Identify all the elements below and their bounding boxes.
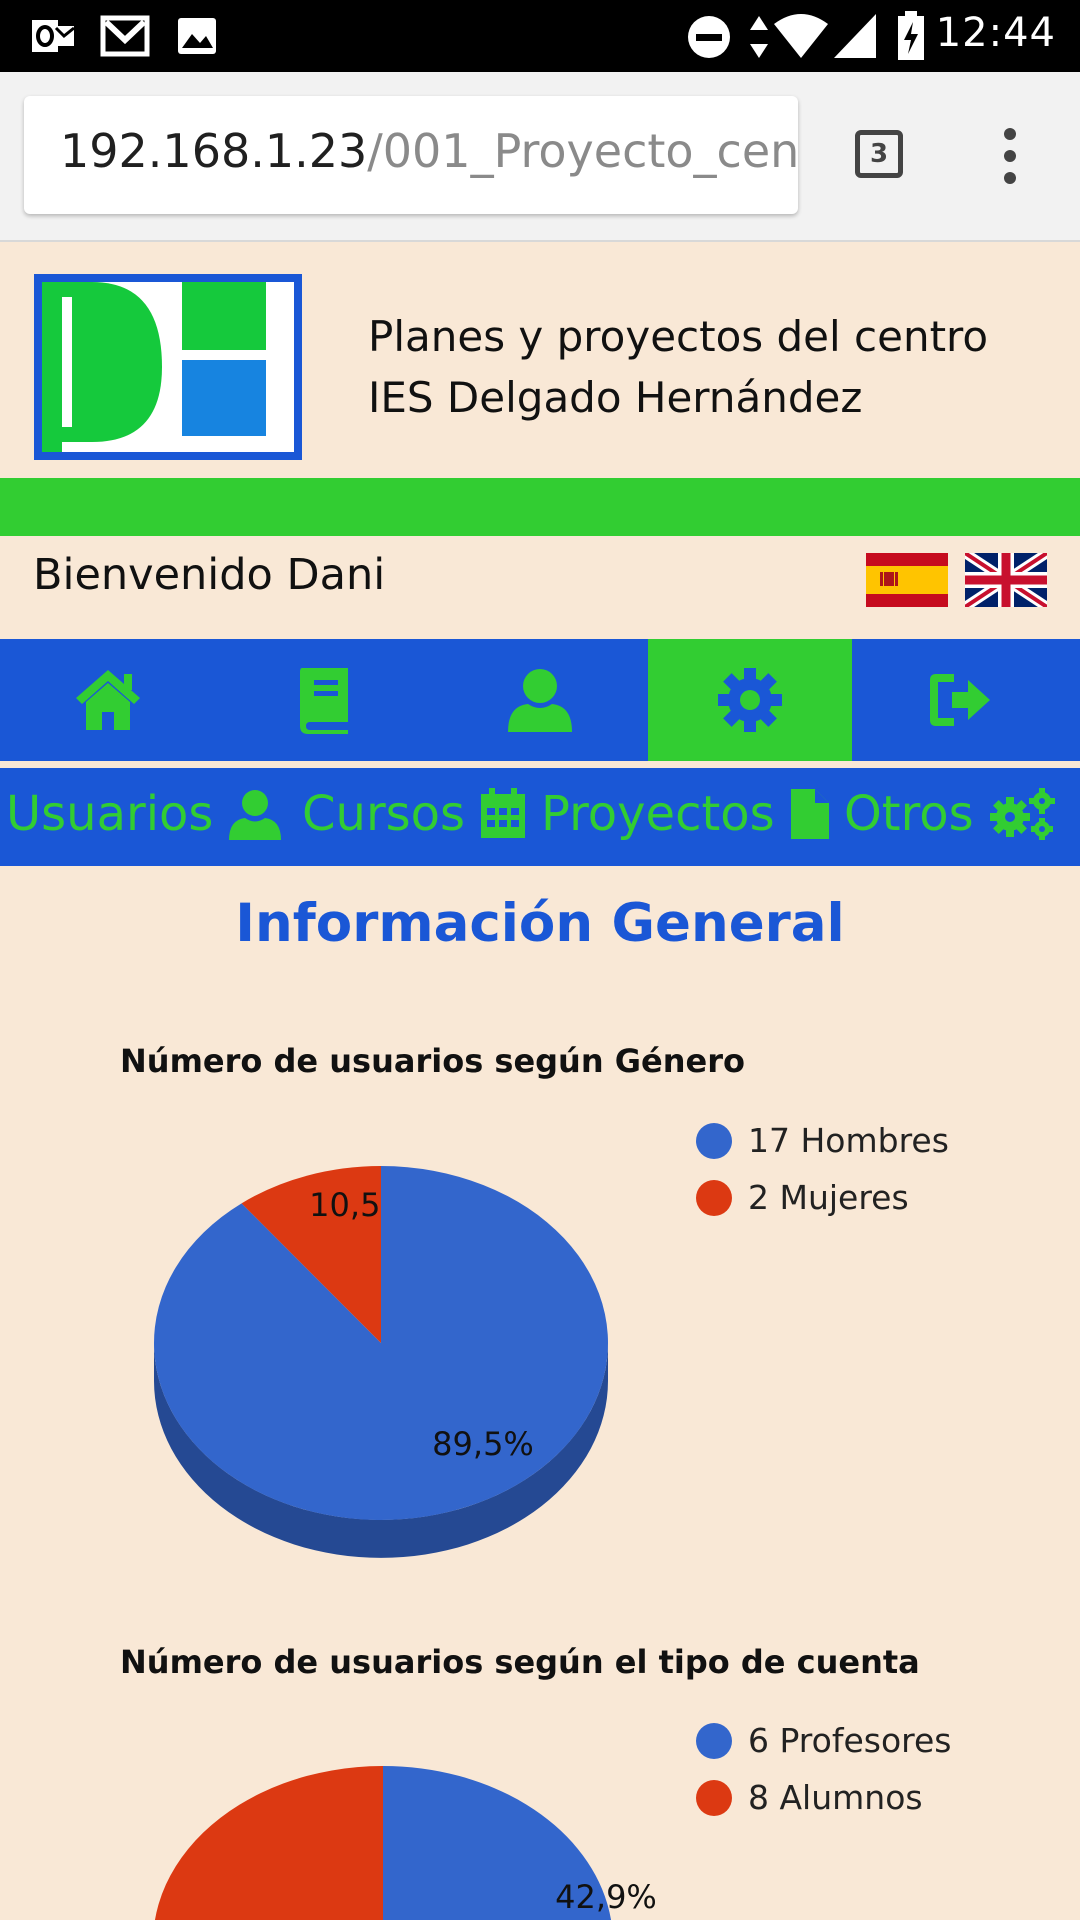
pie-slice-0[interactable]	[383, 1766, 613, 1920]
subnav-projects-label: Proyectos	[541, 786, 775, 842]
nav-home[interactable]	[0, 639, 216, 761]
sub-nav: Usuarios Cursos Proyectos Otros	[0, 768, 1080, 866]
legend-label: 8 Alumnos	[748, 1778, 923, 1817]
header-divider	[0, 478, 1080, 536]
gmail-icon	[100, 15, 150, 57]
pie-slice-0[interactable]	[153, 1166, 608, 1520]
tab-switcher-button[interactable]: 3	[855, 130, 903, 178]
home-icon	[76, 670, 140, 730]
chart-title-account-type: Número de usuarios según el tipo de cuen…	[120, 1643, 920, 1681]
file-icon	[790, 789, 829, 839]
gear-icon	[718, 668, 782, 732]
user-icon	[229, 790, 282, 840]
nav-profile[interactable]	[432, 639, 648, 761]
data-icon	[750, 16, 768, 58]
sign-out-icon	[930, 674, 990, 726]
welcome-message: Bienvenido Dani	[33, 550, 386, 600]
signal-icon	[834, 14, 876, 58]
subnav-users[interactable]: Usuarios	[6, 786, 283, 842]
url-host: 192.168.1.23	[60, 124, 368, 178]
legend-account-type: 6 Profesores 8 Alumnos	[696, 1712, 951, 1826]
legend-dot	[696, 1779, 732, 1816]
subnav-courses-label: Cursos	[302, 786, 466, 842]
legend-dot	[696, 1179, 732, 1216]
pie-side	[154, 1343, 608, 1558]
clock: 12:44	[935, 10, 1056, 56]
site-title: Planes y proyectos del centro IES Delgad…	[368, 306, 988, 428]
subnav-users-label: Usuarios	[6, 786, 214, 842]
user-icon	[508, 669, 572, 732]
pie-chart-account-type: 42,9%57,1%	[153, 1766, 657, 1920]
status-bar: 12:44	[0, 0, 1080, 72]
legend-gender: 17 Hombres 2 Mujeres	[696, 1112, 949, 1226]
wifi-icon	[774, 14, 828, 58]
site-logo[interactable]	[32, 272, 304, 462]
main-nav	[0, 639, 1080, 761]
url-text[interactable]: 192.168.1.23/001_Proyecto_centr	[60, 124, 798, 178]
nav-settings[interactable]	[648, 639, 852, 761]
spanish-flag-icon[interactable]	[866, 553, 948, 607]
legend-item-teachers[interactable]: 6 Profesores	[696, 1712, 951, 1769]
address-bar[interactable]: 192.168.1.23/001_Proyecto_centr	[24, 96, 798, 214]
legend-dot	[696, 1122, 732, 1159]
pie-slice-1[interactable]	[241, 1166, 381, 1343]
legend-item-students[interactable]: 8 Alumnos	[696, 1769, 951, 1826]
subnav-courses[interactable]: Cursos	[302, 786, 527, 842]
nav-logout[interactable]	[852, 639, 1068, 761]
gears-icon	[989, 788, 1055, 840]
page-title: Información General	[235, 893, 845, 954]
do-not-disturb-icon	[688, 16, 730, 58]
legend-label: 17 Hombres	[748, 1121, 949, 1160]
outlook-icon	[32, 20, 75, 52]
book-icon	[300, 668, 348, 734]
subnav-projects[interactable]: Proyectos	[541, 786, 831, 842]
subnav-others-label: Otros	[844, 786, 974, 842]
nav-courses[interactable]	[216, 639, 432, 761]
chart-title-gender: Número de usuarios según Género	[120, 1042, 745, 1080]
site-title-line1: Planes y proyectos del centro	[368, 312, 989, 361]
legend-label: 2 Mujeres	[748, 1178, 909, 1217]
more-vert-icon[interactable]	[990, 126, 1030, 186]
pie-slice-1[interactable]	[153, 1766, 483, 1920]
image-icon	[178, 18, 216, 54]
pie-label-1: 10,5%	[309, 1186, 411, 1224]
legend-label: 6 Profesores	[748, 1721, 952, 1760]
pie-chart-gender: 89,5% 10,5%	[153, 1166, 608, 1558]
legend-item-women[interactable]: 2 Mujeres	[696, 1169, 949, 1226]
battery-charging-icon	[898, 11, 924, 60]
pie-label-0: 42,9%	[555, 1878, 657, 1916]
calendar-icon	[481, 788, 526, 838]
url-path: /001_Proyecto_centr	[367, 124, 798, 178]
legend-item-men[interactable]: 17 Hombres	[696, 1112, 949, 1169]
browser-toolbar: 192.168.1.23/001_Proyecto_centr 3	[0, 72, 1080, 242]
subnav-others[interactable]: Otros	[844, 786, 1058, 842]
pie-label-0: 89,5%	[432, 1425, 534, 1463]
legend-dot	[696, 1722, 732, 1759]
site-title-line2: IES Delgado Hernández	[368, 373, 863, 422]
uk-flag-icon[interactable]	[965, 553, 1047, 607]
